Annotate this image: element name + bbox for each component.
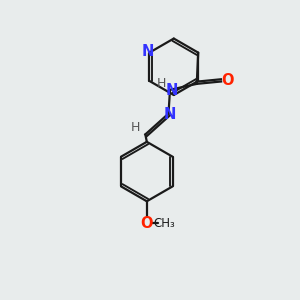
- Text: N: N: [164, 107, 176, 122]
- Text: O: O: [221, 74, 233, 88]
- Text: CH₃: CH₃: [153, 217, 175, 230]
- Text: N: N: [142, 44, 154, 59]
- Text: H: H: [131, 121, 140, 134]
- Text: H: H: [157, 77, 166, 90]
- Text: O: O: [141, 216, 153, 231]
- Text: N: N: [165, 83, 178, 98]
